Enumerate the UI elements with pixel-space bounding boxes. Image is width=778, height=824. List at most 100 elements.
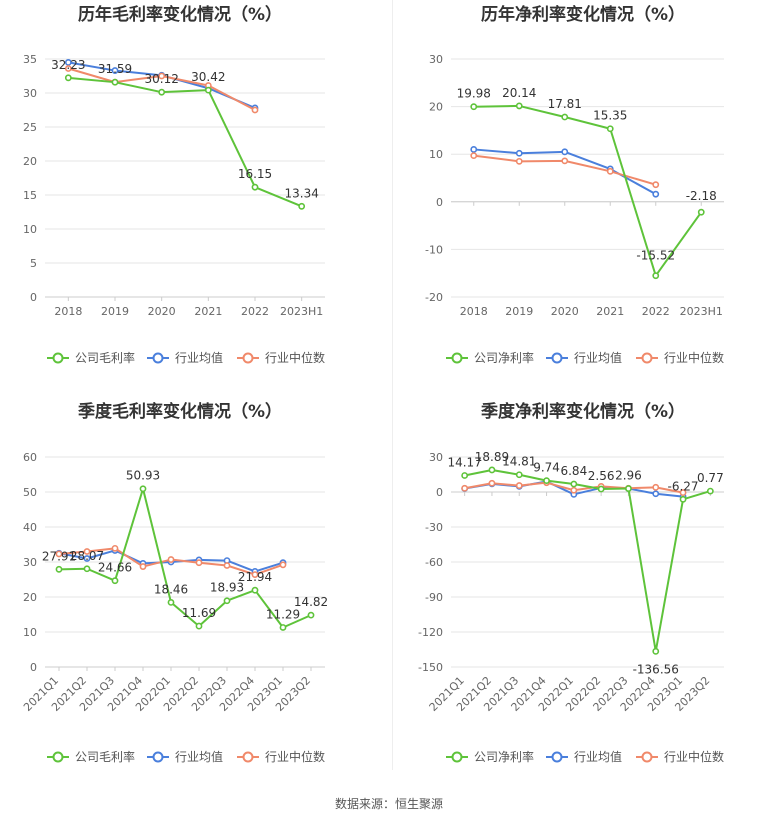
data-point-company — [55, 565, 63, 573]
data-point-company — [488, 466, 496, 474]
data-point-company — [461, 472, 469, 479]
y-tick-label: 30 — [23, 87, 37, 100]
data-source-note: 数据来源：恒生聚源 — [334, 797, 443, 811]
x-tick-label: 2018 — [54, 305, 82, 318]
x-tick-label: 2022 — [241, 305, 269, 318]
data-label: 17.81 — [548, 97, 582, 111]
legend-label-avg: 行业均值 — [175, 350, 223, 365]
x-tick-label: 2019 — [101, 305, 129, 318]
data-point-company — [597, 485, 605, 493]
y-tick-label: 60 — [23, 451, 37, 464]
chart-title: 历年毛利率变化情况（%） — [78, 4, 282, 25]
data-point-company — [167, 598, 175, 606]
data-label: 19.98 — [457, 87, 491, 101]
data-point-median — [570, 486, 578, 494]
data-point-median — [515, 157, 523, 165]
chart-annual-gross-margin: 历年毛利率变化情况（%） 0 5 10 15 20 25 30 35 2018 2019 2020 20… — [0, 0, 390, 390]
data-point-company — [298, 202, 306, 210]
data-point-median — [111, 544, 119, 552]
data-point-median — [488, 479, 496, 487]
y-tick-label: 25 — [23, 121, 37, 134]
data-point-median — [167, 556, 175, 563]
chart-quarterly-net-margin-svg: 季度净利率变化情况（%）-150-120-90-60-300302021Q120… — [418, 401, 724, 764]
x-tick-label: 2023H1 — [280, 305, 323, 318]
data-label: 14.17 — [447, 455, 481, 469]
legend-marker-median — [641, 751, 653, 763]
legend-label-median: 行业中位数 — [265, 749, 325, 764]
data-point-median — [606, 167, 614, 175]
y-tick-label: 35 — [23, 53, 37, 66]
x-tick-label: 2021 — [194, 305, 222, 318]
data-point-median — [158, 72, 166, 80]
data-point-company — [139, 485, 147, 493]
chart-quarterly-net-margin: 季度净利率变化情况（%） -150 -120 -90 -60 -30 0 30 2021Q1 20… — [389, 395, 778, 785]
chart-annual-gross-margin-svg: 历年毛利率变化情况（%） 0 5 10 15 20 25 30 35 2018 2019 2020 20… — [23, 4, 325, 365]
data-point-company — [195, 622, 203, 630]
data-point-median — [139, 563, 147, 570]
data-point-median — [561, 157, 569, 165]
data-point-company — [679, 495, 687, 503]
y-tick-label: -30 — [425, 521, 443, 534]
data-point-median — [64, 65, 72, 72]
data-point-avg — [652, 190, 660, 198]
data-label: 31.59 — [98, 62, 132, 76]
legend-marker-company — [451, 751, 463, 763]
y-tick-label: 0 — [436, 196, 443, 209]
y-tick-label: -60 — [425, 556, 443, 569]
data-label: 9.74 — [533, 461, 560, 475]
data-label: 15.35 — [593, 109, 627, 123]
data-point-median — [279, 561, 287, 569]
legend-marker-company — [52, 352, 64, 364]
data-point-company — [223, 597, 231, 605]
data-point-company — [83, 565, 91, 573]
legend-label-company: 公司净利率 — [474, 350, 534, 365]
data-point-median — [251, 571, 259, 578]
data-label: 2.56 — [588, 469, 615, 483]
data-point-median — [461, 484, 469, 492]
legend-marker-avg — [551, 751, 563, 763]
data-point-median — [83, 548, 91, 555]
chart-quarterly-gross-margin: 季度毛利率变化情况（%） 0 10 20 30 40 50 60 2021Q1 2021Q2 202… — [0, 395, 390, 785]
chart-annual-net-margin-svg: 历年净利率变化情况（%） -20 -10 0 10 20 30 2018 2019 2020 202… — [425, 4, 724, 365]
data-label: 11.29 — [266, 607, 300, 621]
data-point-company — [706, 487, 714, 495]
y-tick-label: 30 — [429, 451, 443, 464]
y-tick-label: 30 — [23, 556, 37, 569]
series-line-company — [58, 487, 312, 629]
data-point-company — [470, 103, 478, 111]
y-tick-label: 40 — [23, 521, 37, 534]
data-label: 16.15 — [238, 167, 272, 181]
data-point-median — [652, 181, 660, 189]
data-point-avg — [470, 146, 478, 153]
data-point-company — [111, 577, 119, 585]
legend-marker-median — [242, 352, 254, 364]
y-tick-label: 20 — [23, 155, 37, 168]
y-tick-label: 10 — [429, 148, 443, 161]
y-tick-label: 0 — [30, 291, 37, 304]
series-line-company — [464, 468, 711, 653]
data-point-avg — [652, 490, 660, 498]
legend-marker-median — [242, 751, 254, 763]
data-point-company — [307, 611, 315, 619]
data-point-company — [652, 272, 660, 280]
data-point-median — [55, 550, 63, 558]
data-label: 24.66 — [98, 561, 132, 575]
data-label: -136.56 — [633, 662, 679, 676]
data-label: 14.82 — [294, 595, 328, 609]
data-point-company — [561, 113, 569, 121]
x-tick-label: 2023H1 — [680, 305, 723, 318]
x-tick-label: 2020 — [148, 305, 176, 318]
x-tick-label: 2018 — [460, 305, 488, 318]
data-label: 13.34 — [284, 186, 318, 200]
data-label: 18.46 — [154, 582, 188, 596]
legend-marker-median — [641, 352, 653, 364]
data-label: -6.27 — [668, 479, 699, 493]
y-tick-label: 10 — [23, 626, 37, 639]
legend-label-company: 公司毛利率 — [75, 749, 135, 764]
y-tick-label: 5 — [30, 257, 37, 270]
data-label: 30.12 — [144, 72, 178, 86]
data-label: -15.52 — [636, 249, 675, 263]
data-label: 14.81 — [502, 455, 536, 469]
data-point-median — [223, 562, 231, 569]
data-point-company — [515, 471, 523, 479]
